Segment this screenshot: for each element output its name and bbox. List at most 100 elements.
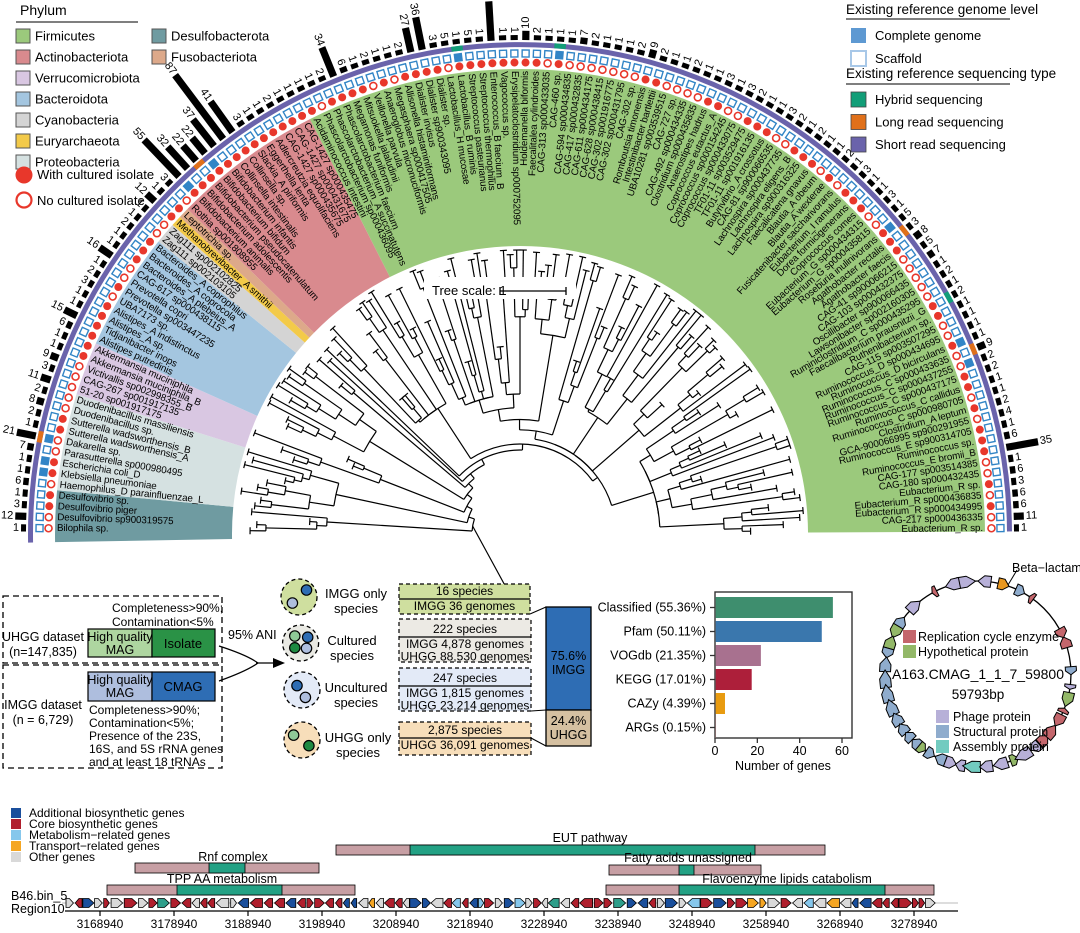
svg-text:IMGG dataset: IMGG dataset: [4, 698, 82, 712]
svg-text:60: 60: [835, 744, 849, 758]
svg-text:222 species: 222 species: [433, 622, 497, 636]
svg-text:MAG: MAG: [106, 686, 134, 700]
svg-text:1: 1: [967, 305, 978, 318]
svg-text:Bilophila sp.: Bilophila sp.: [57, 523, 109, 535]
svg-text:CAZy (4.39%): CAZy (4.39%): [628, 697, 707, 711]
svg-text:3268940: 3268940: [817, 917, 864, 931]
svg-text:6: 6: [57, 315, 68, 328]
svg-text:IMGG 4,878 genomes: IMGG 4,878 genomes: [406, 637, 524, 651]
svg-text:6: 6: [1010, 427, 1018, 440]
svg-text:With cultured isolate: With cultured isolate: [37, 167, 154, 182]
svg-text:35: 35: [1039, 433, 1053, 447]
svg-text:Tree scale: 1: Tree scale: 1: [432, 283, 507, 298]
svg-text:Existing reference genome leve: Existing reference genome level: [846, 2, 1038, 17]
svg-text:247 species: 247 species: [433, 671, 497, 685]
svg-text:Existing reference sequencing: Existing reference sequencing type: [846, 66, 1056, 81]
svg-text:6: 6: [1017, 462, 1025, 475]
svg-text:3: 3: [426, 34, 439, 42]
svg-text:Fusobacteriota: Fusobacteriota: [171, 50, 258, 65]
svg-text:3: 3: [725, 71, 738, 82]
svg-text:1: 1: [345, 54, 358, 64]
svg-text:3198940: 3198940: [299, 917, 346, 931]
svg-text:2: 2: [692, 58, 705, 68]
svg-text:12: 12: [1, 509, 14, 521]
svg-text:3: 3: [746, 81, 759, 92]
svg-text:1: 1: [104, 234, 116, 247]
svg-text:1: 1: [543, 27, 555, 34]
svg-text:1: 1: [670, 50, 683, 60]
svg-text:Completeness>90%;: Completeness>90%;: [112, 601, 223, 615]
svg-text:1: 1: [91, 253, 103, 266]
svg-text:3228940: 3228940: [521, 917, 568, 931]
svg-text:species: species: [334, 695, 379, 710]
svg-text:VOGdb (21.35%): VOGdb (21.35%): [610, 649, 706, 663]
svg-text:Euryarchaeota: Euryarchaeota: [35, 134, 120, 149]
svg-text:Assembly protein: Assembly protein: [953, 740, 1049, 754]
svg-text:Bacteroidota: Bacteroidota: [35, 92, 109, 107]
svg-text:CAG-217 sp000436335: CAG-217 sp000436335: [882, 512, 984, 527]
svg-text:2: 2: [85, 263, 97, 276]
svg-text:MAG: MAG: [106, 643, 134, 657]
svg-text:1: 1: [567, 29, 580, 36]
svg-text:5: 5: [924, 234, 936, 247]
svg-text:UHGG 36,091 genomes: UHGG 36,091 genomes: [401, 738, 530, 752]
svg-text:3: 3: [230, 111, 243, 123]
svg-text:1: 1: [1014, 451, 1022, 464]
svg-text:15: 15: [49, 298, 65, 314]
svg-text:3208940: 3208940: [373, 917, 420, 931]
svg-text:2: 2: [659, 47, 672, 56]
svg-text:CAG-460 sp.: CAG-460 sp.: [548, 72, 564, 128]
svg-text:Hypothetical protein: Hypothetical protein: [918, 645, 1029, 659]
svg-text:1: 1: [736, 76, 749, 87]
svg-text:Scaffold: Scaffold: [875, 51, 922, 66]
svg-text:9: 9: [648, 40, 661, 49]
svg-text:1: 1: [473, 28, 485, 35]
svg-text:UHGG: UHGG: [550, 728, 588, 742]
svg-text:1: 1: [280, 81, 293, 92]
svg-text:Proteobacteria: Proteobacteria: [35, 155, 120, 170]
svg-text:2: 2: [33, 381, 42, 394]
svg-text:species: species: [334, 601, 379, 616]
svg-text:EUT pathway: EUT pathway: [553, 831, 629, 845]
svg-text:36: 36: [407, 2, 421, 16]
svg-text:1: 1: [1007, 416, 1016, 429]
svg-text:1: 1: [53, 326, 63, 339]
svg-text:3: 3: [13, 498, 20, 510]
svg-text:Presence of the 23S,: Presence of the 23S,: [89, 729, 201, 743]
svg-text:1: 1: [240, 105, 253, 117]
svg-text:1: 1: [625, 38, 638, 47]
svg-text:6: 6: [334, 57, 347, 67]
svg-text:(n=147,835): (n=147,835): [9, 645, 77, 659]
svg-text:2: 2: [391, 41, 404, 50]
svg-text:4: 4: [1004, 404, 1013, 417]
svg-text:Other genes: Other genes: [29, 850, 95, 864]
svg-text:20: 20: [750, 744, 764, 758]
svg-text:8: 8: [27, 392, 36, 405]
svg-text:Replication cycle enzyme: Replication cycle enzyme: [918, 630, 1059, 644]
svg-text:Contamination<5%;: Contamination<5%;: [89, 716, 194, 730]
svg-text:IMGG: IMGG: [552, 663, 585, 677]
svg-text:1: 1: [24, 416, 33, 429]
svg-text:Complete genome: Complete genome: [875, 28, 981, 43]
svg-text:2: 2: [944, 263, 956, 276]
svg-text:Phage protein: Phage protein: [953, 710, 1031, 724]
svg-text:2,875 species: 2,875 species: [428, 723, 502, 737]
svg-text:34: 34: [311, 32, 327, 48]
svg-text:Desulfovibrio sp900319575: Desulfovibrio sp900319575: [57, 512, 174, 527]
svg-text:1: 1: [714, 67, 727, 77]
svg-text:1: 1: [18, 451, 26, 464]
svg-text:ARGs (0.15%): ARGs (0.15%): [625, 721, 706, 735]
svg-text:16: 16: [85, 234, 102, 251]
svg-text:1: 1: [496, 27, 508, 34]
svg-text:Number of genes: Number of genes: [735, 759, 831, 773]
svg-text:B46.bin_5: B46.bin_5: [11, 889, 67, 903]
svg-text:1: 1: [937, 253, 949, 266]
svg-text:3: 3: [79, 273, 90, 286]
svg-text:Flavoenzyme lipids catabolism: Flavoenzyme lipids catabolism: [702, 872, 872, 886]
svg-text:3: 3: [1018, 474, 1025, 487]
svg-text:75.6%: 75.6%: [551, 649, 586, 663]
svg-text:Structural protein: Structural protein: [953, 725, 1048, 739]
svg-text:1: 1: [994, 370, 1004, 383]
svg-text:1: 1: [16, 463, 24, 476]
svg-text:1: 1: [508, 27, 520, 33]
